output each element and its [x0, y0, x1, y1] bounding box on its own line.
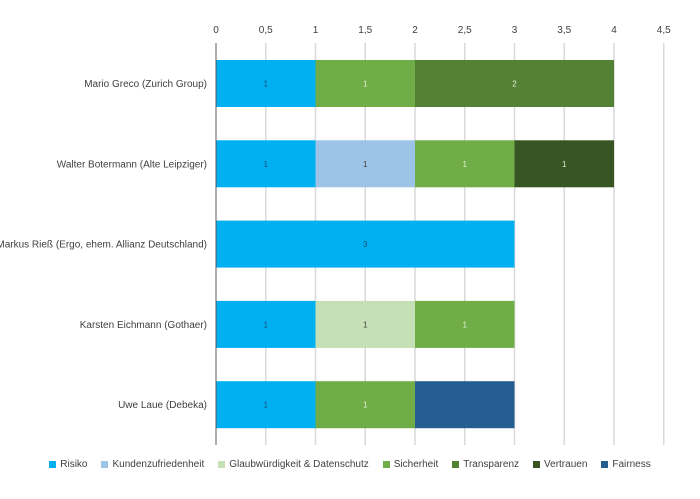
- bars: 1 1 2 1 1 1 1 3 1 1 1 1 1: [216, 60, 614, 429]
- legend-label: Risiko: [60, 459, 88, 470]
- bar-segment-risiko: [216, 220, 515, 268]
- bar-segment-sicherheit: [315, 381, 415, 429]
- legend-swatch-icon: [601, 461, 609, 468]
- legend-item: Glaubwürdigkeit & Datenschutz: [218, 459, 369, 470]
- data-label: 1: [264, 401, 269, 410]
- x-tick-label: 4,5: [657, 25, 671, 36]
- data-label: 1: [562, 160, 567, 169]
- legend-label: Kundenzufriedenheit: [112, 459, 205, 470]
- x-axis-ticks: 0 0,5 1 1,5 2 2,5 3 3,5 4 4,5: [213, 25, 671, 36]
- legend-swatch-icon: [218, 461, 226, 468]
- data-label: 1: [363, 160, 368, 169]
- bar-segment-transparenz: [415, 60, 614, 107]
- x-tick-label: 4: [611, 25, 617, 36]
- bar-segment-risiko: [216, 300, 316, 348]
- data-label: 1: [463, 160, 468, 169]
- data-label: 1: [463, 320, 468, 329]
- x-tick-label: 3: [512, 25, 518, 36]
- data-label: 1: [264, 320, 269, 329]
- bar-segment-sicherheit: [415, 140, 515, 188]
- bar-segment-fairness: [415, 381, 515, 429]
- stacked-bar-chart: 0 0,5 1 1,5 2 2,5 3 3,5 4 4,5 1 1 2 1 1 1 1 3 1 1 1 1 1 Mario…: [0, 25, 671, 445]
- legend-label: Sicherheit: [393, 459, 439, 470]
- legend-swatch-icon: [49, 461, 57, 468]
- data-label: 2: [512, 80, 517, 89]
- data-label: 1: [363, 320, 368, 329]
- data-label: 1: [363, 401, 368, 410]
- legend-label: Glaubwürdigkeit & Datenschutz: [229, 459, 369, 470]
- x-tick-label: 0: [213, 25, 219, 36]
- bar-segment-risiko: [216, 381, 316, 429]
- legend-item: Fairness: [601, 459, 651, 470]
- bar-segment-kundenzufriedenheit: [315, 140, 415, 188]
- bar-segment-glaubw-rdigkeit-datenschutz: [315, 300, 415, 348]
- x-tick-label: 1: [313, 25, 319, 36]
- x-tick-label: 2: [412, 25, 418, 36]
- bar-segment-vertrauen: [514, 140, 614, 188]
- legend-item: Sicherheit: [382, 459, 439, 470]
- data-label: 1: [363, 80, 368, 89]
- bar-segment-risiko: [216, 140, 316, 188]
- legend-item: Risiko: [49, 459, 87, 470]
- x-tick-label: 2,5: [458, 25, 472, 36]
- legend-swatch-icon: [533, 461, 541, 468]
- x-tick-label: 3,5: [557, 25, 571, 36]
- bar-segment-risiko: [216, 60, 316, 107]
- data-label: 3: [363, 240, 368, 249]
- legend-swatch-icon: [101, 461, 109, 468]
- data-label: 1: [264, 160, 269, 169]
- category-label: Karsten Eichmann (Gothaer): [80, 320, 207, 331]
- legend-label: Vertrauen: [544, 459, 588, 470]
- legend-item: Transparenz: [452, 459, 519, 470]
- legend-label: Transparenz: [463, 459, 520, 470]
- legend: Risiko Kundenzufriedenheit Glaubwürdigkeit…: [0, 459, 700, 470]
- data-label: 1: [264, 80, 269, 89]
- category-label: Walter Botermann (Alte Leipziger): [57, 159, 207, 170]
- legend-swatch-icon: [382, 461, 390, 468]
- legend-item: Kundenzufriedenheit: [101, 459, 204, 470]
- legend-item: Vertrauen: [533, 459, 587, 470]
- legend-label: Fairness: [612, 459, 651, 470]
- x-tick-label: 0,5: [259, 25, 273, 36]
- legend-swatch-icon: [452, 461, 460, 468]
- category-label: Mario Greco (Zurich Group): [84, 79, 207, 90]
- category-label: Markus Rieß (Ergo, ehem. Allianz Deutsch…: [0, 240, 207, 251]
- category-label: Uwe Laue (Debeka): [118, 400, 207, 411]
- x-tick-label: 1,5: [358, 25, 372, 36]
- bar-segment-sicherheit: [415, 300, 515, 348]
- category-labels: Mario Greco (Zurich Group) Walter Boterma…: [0, 79, 207, 411]
- bar-segment-sicherheit: [315, 60, 415, 107]
